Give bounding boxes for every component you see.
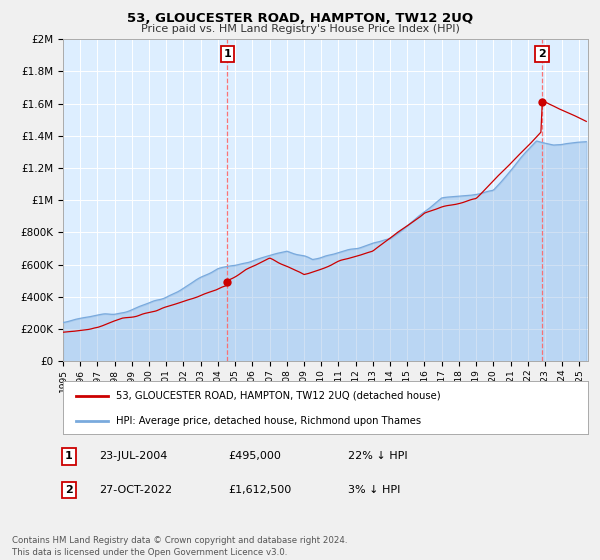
- Text: 1: 1: [65, 451, 73, 461]
- Text: HPI: Average price, detached house, Richmond upon Thames: HPI: Average price, detached house, Rich…: [115, 416, 421, 426]
- Text: 22% ↓ HPI: 22% ↓ HPI: [348, 451, 407, 461]
- Text: 2: 2: [538, 49, 546, 59]
- Text: 3% ↓ HPI: 3% ↓ HPI: [348, 485, 400, 495]
- Text: Price paid vs. HM Land Registry's House Price Index (HPI): Price paid vs. HM Land Registry's House …: [140, 24, 460, 34]
- Text: Contains HM Land Registry data © Crown copyright and database right 2024.
This d: Contains HM Land Registry data © Crown c…: [12, 536, 347, 557]
- Text: £495,000: £495,000: [228, 451, 281, 461]
- Text: 2: 2: [65, 485, 73, 495]
- Text: 1: 1: [224, 49, 232, 59]
- Text: 27-OCT-2022: 27-OCT-2022: [99, 485, 172, 495]
- Text: 53, GLOUCESTER ROAD, HAMPTON, TW12 2UQ (detached house): 53, GLOUCESTER ROAD, HAMPTON, TW12 2UQ (…: [115, 391, 440, 401]
- Text: 53, GLOUCESTER ROAD, HAMPTON, TW12 2UQ: 53, GLOUCESTER ROAD, HAMPTON, TW12 2UQ: [127, 12, 473, 25]
- Text: £1,612,500: £1,612,500: [228, 485, 291, 495]
- Text: 23-JUL-2004: 23-JUL-2004: [99, 451, 167, 461]
